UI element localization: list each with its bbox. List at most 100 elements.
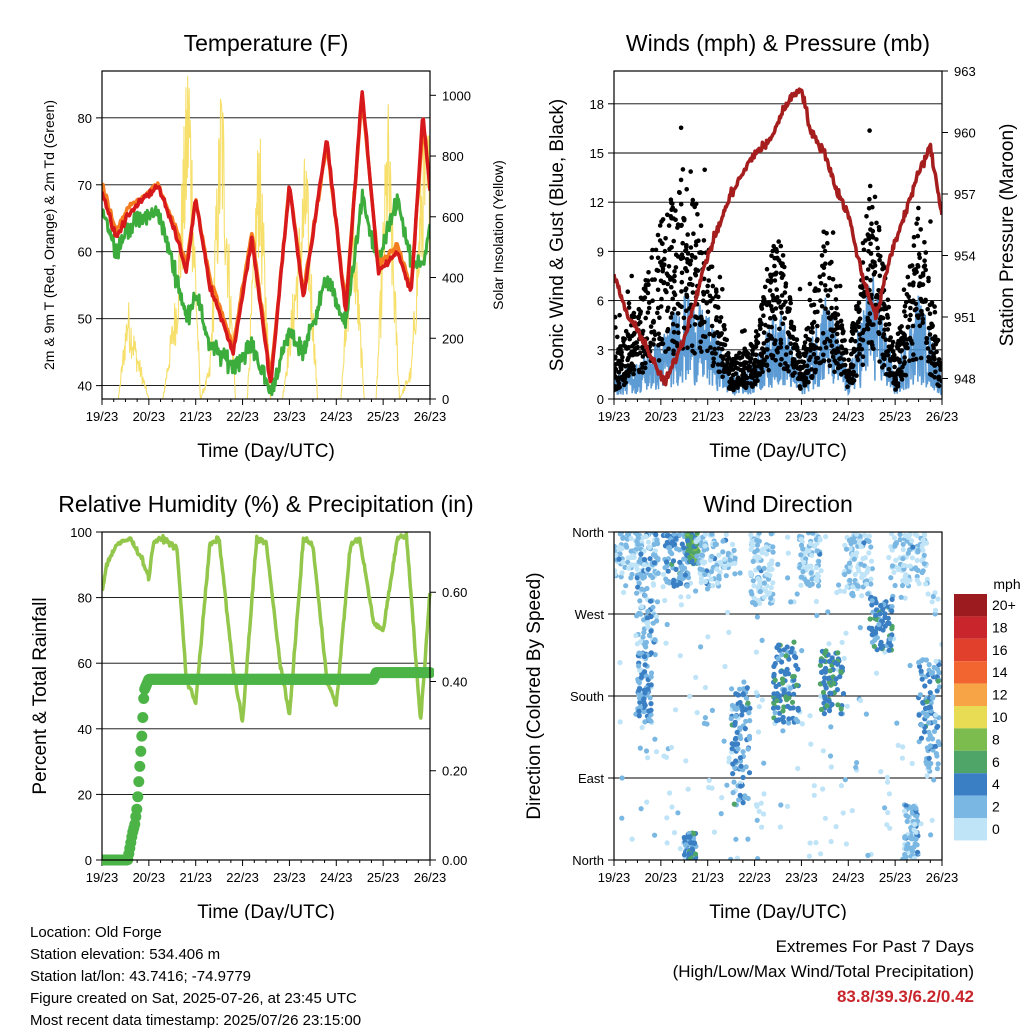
gust-point — [614, 362, 619, 367]
gust-point — [722, 336, 728, 342]
gust-point — [930, 343, 936, 348]
direction-point — [662, 597, 668, 604]
direction-point — [921, 552, 927, 559]
direction-point — [729, 746, 735, 752]
gust-point — [803, 370, 808, 376]
gust-point — [673, 265, 679, 270]
direction-point — [691, 830, 697, 837]
direction-ylabel: Direction (Colored By Speed) — [524, 572, 545, 819]
direction-point — [625, 532, 631, 537]
speed-legend-swatch — [954, 728, 987, 751]
direction-point — [800, 569, 806, 575]
gust-point — [755, 332, 761, 338]
direction-point — [614, 548, 617, 554]
direction-point — [892, 582, 898, 589]
direction-point — [809, 552, 815, 559]
direction-point — [873, 600, 879, 606]
winds-title: Winds (mph) & Pressure (mb) — [626, 30, 930, 56]
gust-point — [885, 352, 891, 358]
direction-point — [672, 707, 679, 713]
direction-point — [914, 557, 920, 564]
speed-legend-label: 16 — [992, 642, 1008, 658]
direction-point — [756, 808, 762, 815]
direction-point — [720, 538, 726, 544]
direction-point — [745, 836, 751, 842]
gust-point — [738, 382, 744, 387]
direction-point — [931, 664, 937, 671]
direction-point — [668, 744, 675, 751]
direction-point — [869, 639, 876, 645]
speed-legend-label: 6 — [992, 754, 1000, 770]
gust-point — [741, 361, 746, 366]
gust-point — [669, 311, 675, 316]
direction-point — [921, 729, 928, 735]
gust-point — [615, 378, 621, 384]
direction-point — [866, 533, 872, 539]
direction-point — [694, 710, 700, 716]
gust-point — [757, 363, 762, 369]
direction-point — [616, 556, 622, 562]
direction-point — [751, 595, 757, 601]
direction-point — [750, 578, 756, 584]
direction-point — [698, 575, 704, 581]
gust-point — [935, 337, 941, 343]
direction-point — [677, 559, 683, 565]
direction-point — [939, 641, 942, 647]
gust-point — [819, 253, 825, 258]
gust-point — [911, 234, 917, 240]
gust-point — [876, 225, 882, 230]
direction-point — [779, 716, 785, 722]
gust-point — [704, 300, 709, 306]
direction-point — [889, 563, 896, 569]
gust-point — [782, 316, 787, 321]
gust-point — [730, 356, 736, 362]
gust-point — [783, 352, 789, 357]
direction-point — [648, 682, 654, 688]
gust-point — [804, 346, 810, 352]
direction-point — [907, 662, 913, 669]
gust-point — [864, 214, 869, 219]
gust-point — [830, 277, 836, 282]
direction-point — [678, 602, 685, 608]
direction-point — [624, 544, 630, 550]
direction-point — [635, 541, 641, 548]
temperature-ytick-right-label: 1000 — [442, 88, 471, 103]
gust-point — [727, 386, 732, 391]
direction-point — [822, 815, 829, 821]
gust-point — [801, 359, 807, 365]
direction-point — [899, 755, 906, 761]
direction-point — [735, 746, 741, 752]
direction-point — [739, 703, 745, 710]
gust-point — [880, 266, 885, 272]
direction-point — [811, 783, 817, 789]
gust-point — [642, 286, 648, 291]
direction-point — [759, 824, 765, 830]
gust-point — [749, 368, 754, 374]
direction-point — [726, 629, 732, 636]
gust-point — [715, 340, 720, 346]
precip-point — [134, 760, 146, 772]
humidity-xtick-label: 23/23 — [273, 870, 306, 885]
gust-point — [671, 238, 676, 244]
gust-point — [813, 359, 819, 365]
gust-point — [718, 315, 724, 320]
direction-point — [786, 720, 792, 726]
direction-point — [729, 686, 735, 692]
gust-point — [875, 245, 880, 251]
direction-point — [778, 668, 784, 675]
gust-point — [890, 349, 896, 354]
direction-point — [888, 544, 894, 550]
direction-point — [717, 559, 724, 565]
winds-ytick-right-label: 963 — [954, 64, 976, 79]
direction-point — [882, 611, 888, 617]
gust-point — [764, 266, 770, 272]
gust-point — [634, 340, 639, 345]
direction-point — [843, 546, 850, 552]
speed-legend-swatch — [954, 818, 987, 841]
direction-point — [741, 679, 747, 685]
gust-point — [617, 312, 622, 318]
direction-point — [629, 571, 635, 577]
direction-point — [861, 540, 867, 546]
direction-point — [798, 536, 804, 542]
direction-point — [916, 712, 922, 718]
